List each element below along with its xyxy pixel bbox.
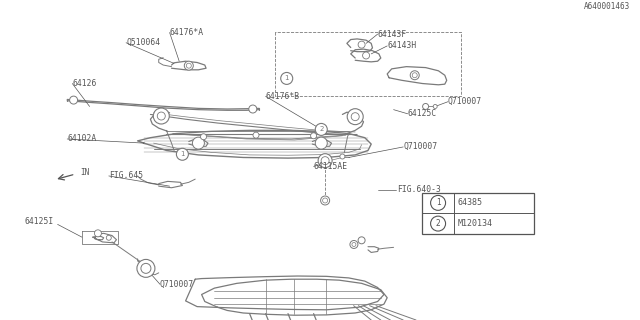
Text: 64125C: 64125C: [408, 109, 437, 118]
Circle shape: [184, 61, 193, 70]
Circle shape: [157, 112, 165, 120]
Circle shape: [431, 196, 445, 210]
Circle shape: [321, 157, 329, 164]
Text: 64385: 64385: [458, 198, 483, 207]
Circle shape: [340, 154, 345, 159]
Text: 64115AE: 64115AE: [314, 162, 348, 171]
Circle shape: [316, 137, 327, 149]
Circle shape: [249, 105, 257, 113]
Circle shape: [141, 263, 151, 273]
Circle shape: [137, 260, 155, 277]
Circle shape: [348, 109, 364, 124]
Text: FIG.640-3: FIG.640-3: [397, 186, 441, 195]
Circle shape: [95, 230, 101, 237]
Circle shape: [422, 103, 429, 109]
Circle shape: [70, 96, 77, 104]
Circle shape: [281, 72, 292, 84]
Text: 64143H: 64143H: [387, 41, 417, 51]
Text: 2: 2: [319, 126, 323, 132]
Circle shape: [316, 124, 327, 135]
Circle shape: [177, 148, 188, 160]
Text: Q510064: Q510064: [126, 38, 160, 47]
Circle shape: [352, 243, 356, 246]
Text: Q710007: Q710007: [160, 280, 194, 289]
Circle shape: [310, 133, 317, 139]
Circle shape: [153, 108, 169, 124]
Text: IN: IN: [80, 168, 89, 177]
Text: 1: 1: [436, 198, 440, 207]
Circle shape: [433, 104, 437, 108]
Text: 64125I: 64125I: [24, 217, 54, 226]
Text: 1: 1: [284, 76, 289, 81]
Circle shape: [186, 63, 191, 68]
Text: 2: 2: [436, 219, 440, 228]
Text: 64143F: 64143F: [378, 30, 407, 39]
Text: Q710007: Q710007: [448, 97, 482, 106]
Text: FIG.645: FIG.645: [109, 172, 143, 180]
Circle shape: [363, 52, 369, 59]
Circle shape: [193, 137, 204, 149]
Text: Q710007: Q710007: [403, 142, 437, 151]
Circle shape: [410, 71, 419, 80]
Text: 64176*A: 64176*A: [170, 28, 204, 37]
Circle shape: [350, 241, 358, 248]
Text: 1: 1: [180, 151, 185, 157]
Text: A640001463: A640001463: [584, 2, 630, 11]
Bar: [422, 193, 534, 234]
Circle shape: [200, 134, 207, 140]
Circle shape: [358, 41, 365, 48]
Text: 64102A: 64102A: [67, 134, 97, 143]
Circle shape: [106, 235, 111, 240]
Circle shape: [318, 154, 332, 168]
Circle shape: [321, 196, 330, 205]
Circle shape: [412, 73, 417, 78]
Circle shape: [253, 132, 259, 138]
Circle shape: [431, 216, 445, 231]
Circle shape: [358, 237, 365, 244]
Text: 64176*B: 64176*B: [266, 92, 300, 101]
Text: M120134: M120134: [458, 219, 493, 228]
Text: 64126: 64126: [72, 79, 97, 88]
Circle shape: [351, 113, 359, 121]
Circle shape: [323, 198, 328, 203]
